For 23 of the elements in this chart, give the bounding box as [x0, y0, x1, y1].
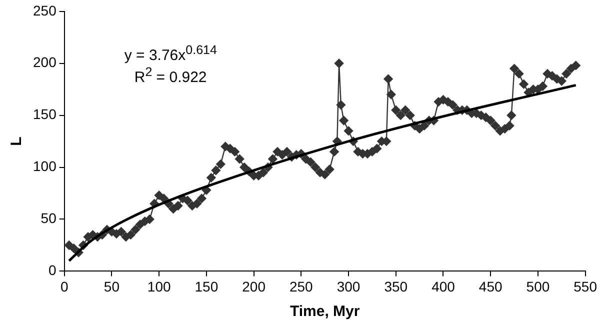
x-tick-label: 50: [104, 278, 120, 294]
x-tick-label: 550: [574, 278, 598, 294]
x-axis-title: Time, Myr: [290, 303, 360, 320]
x-tick-label: 250: [289, 278, 314, 294]
y-tick-label: 200: [33, 54, 57, 70]
x-tick-label: 500: [526, 278, 550, 294]
x-tick-label: 400: [432, 278, 456, 294]
line-series: [68, 84, 578, 262]
y-tick-label: 50: [40, 210, 57, 226]
y-tick-label: 100: [33, 158, 57, 174]
y-axis-title: L: [8, 136, 26, 146]
x-tick-label: 350: [384, 278, 408, 294]
annotation: y = 3.76x$^{0.614}$: [124, 43, 217, 64]
annotation: R$^{2}$ = 0.922: [134, 65, 207, 86]
x-tick-label: 300: [336, 278, 360, 294]
x-tick-label: 150: [194, 278, 218, 294]
y-tick-label: 0: [48, 262, 57, 278]
x-tick-label: 0: [60, 278, 68, 294]
x-tick-label: 450: [478, 278, 502, 294]
x-tick-label: 100: [147, 278, 171, 294]
x-tick-label: 200: [242, 278, 266, 294]
y-tick-label: 250: [33, 2, 57, 18]
y-tick-label: 150: [33, 106, 57, 122]
